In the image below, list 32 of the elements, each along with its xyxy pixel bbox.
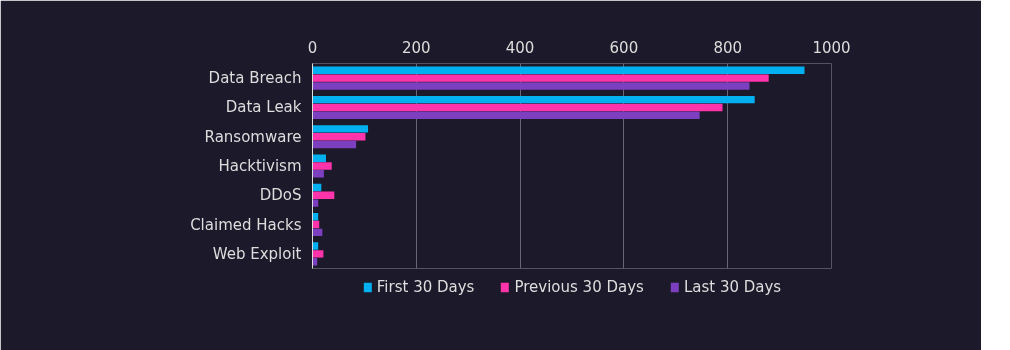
bar — [312, 95, 755, 104]
bar — [312, 154, 326, 162]
bar — [312, 191, 335, 199]
y-tick-label: Data Breach — [208, 69, 302, 88]
bar — [312, 250, 324, 258]
bar — [312, 140, 357, 149]
x-tick-label: 200 — [401, 38, 431, 57]
x-tick-label: 400 — [505, 38, 535, 57]
bar — [312, 162, 332, 170]
bar — [312, 82, 750, 90]
bar — [312, 111, 700, 119]
y-tick-label: DDoS — [259, 186, 302, 205]
x-tick-label: 600 — [609, 38, 639, 57]
y-tick-label: Claimed Hacks — [190, 215, 302, 234]
x-tick-label: 800 — [713, 38, 743, 57]
legend-label: Previous 30 Days — [514, 278, 644, 296]
bar — [312, 66, 805, 75]
x-tick-label: 0 — [307, 38, 318, 57]
y-tick-label: Data Leak — [225, 98, 302, 117]
y-tick-label: Ransomware — [204, 127, 302, 146]
bar — [312, 103, 723, 112]
y-tick-label: Hacktivism — [218, 157, 302, 175]
bar — [312, 199, 319, 207]
bar — [312, 170, 324, 178]
legend-label: Last 30 Days — [683, 278, 782, 296]
bar — [312, 74, 769, 82]
y-tick-label: Web Exploit — [212, 244, 302, 263]
x-tick-label: 1000 — [812, 38, 851, 57]
bar — [312, 133, 366, 141]
bar — [312, 125, 369, 133]
bar — [312, 242, 319, 250]
legend-label: First 30 Days — [376, 278, 475, 296]
